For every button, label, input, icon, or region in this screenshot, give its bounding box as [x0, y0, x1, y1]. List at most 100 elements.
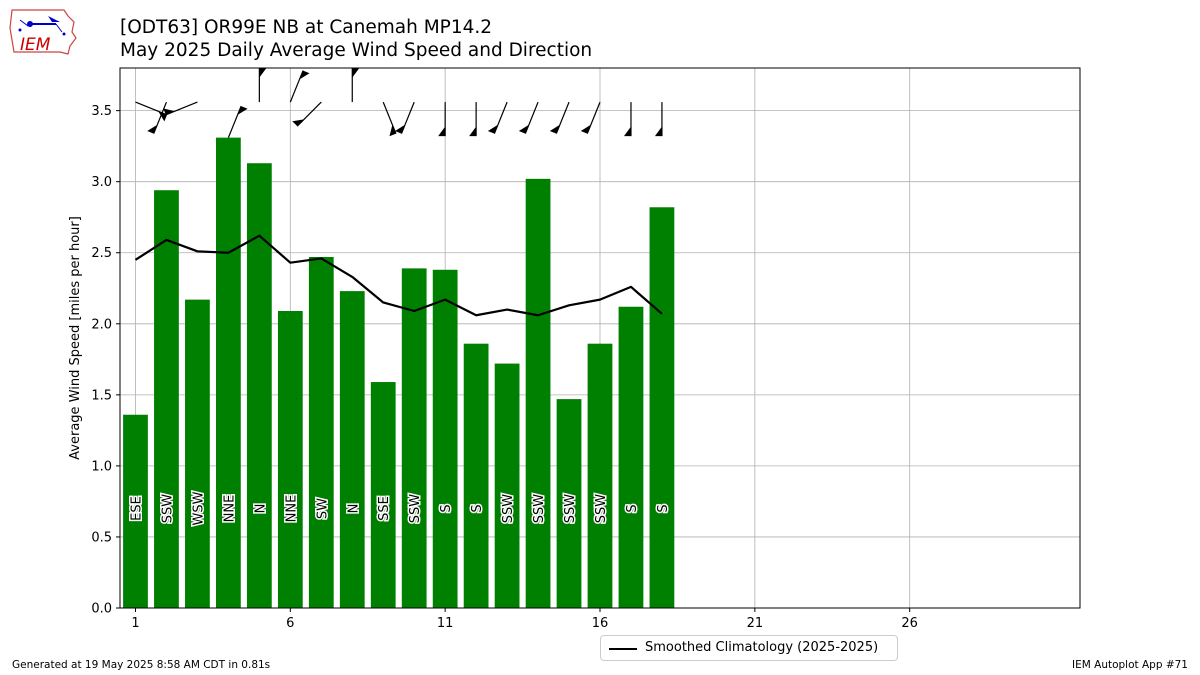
direction-label: SW	[315, 498, 330, 519]
wind-barb	[394, 101, 415, 134]
bar	[649, 207, 675, 608]
y-tick-label: 2.5	[91, 246, 112, 261]
wind-barbs	[135, 68, 663, 138]
barb-flag	[352, 68, 360, 78]
barb-flag	[158, 111, 168, 122]
chart-title: [ODT63] OR99E NB at Canemah MP14.2	[120, 17, 493, 38]
barb-flag	[487, 124, 498, 134]
bar	[339, 291, 365, 608]
climatology-line	[134, 234, 663, 317]
y-tick-label: 1.0	[91, 459, 112, 474]
bar	[154, 190, 179, 609]
iem-logo: IEM	[8, 6, 80, 58]
bar	[401, 268, 427, 608]
barb-flag	[259, 68, 267, 78]
wind-barb	[438, 102, 446, 137]
barb-flag	[438, 126, 446, 137]
barb-flag	[549, 124, 560, 134]
y-tick-label: 1.5	[91, 388, 112, 403]
wind-barb	[549, 101, 570, 134]
barb-flag	[163, 108, 175, 115]
logo-text: IEM	[20, 35, 51, 55]
direction-label: NNE	[284, 495, 299, 523]
direction-label: SSE	[377, 496, 392, 521]
barb-flag	[654, 126, 662, 137]
bar	[277, 311, 303, 608]
wind-barb	[580, 101, 601, 134]
bar	[216, 137, 241, 608]
direction-label: NNE	[222, 495, 237, 523]
barb-shaft	[382, 101, 397, 134]
barb-flag	[389, 124, 396, 137]
wind-barb	[469, 102, 477, 137]
direction-label: SSW	[408, 494, 423, 524]
autoplot-app-label: IEM Autoplot App #71	[1072, 659, 1188, 671]
climatology-line-group	[134, 234, 663, 317]
x-tick-label: 21	[747, 616, 764, 631]
barb-flag	[237, 106, 248, 115]
y-tick-label: 0.5	[91, 530, 112, 545]
barb-flag	[299, 70, 310, 80]
direction-label: SSW	[563, 494, 578, 524]
wind-barb	[518, 101, 539, 134]
barb-flag	[518, 124, 529, 134]
barb-flag	[394, 124, 406, 134]
direction-label: WSW	[191, 491, 206, 525]
barb-flag	[292, 119, 304, 127]
barb-shaft	[165, 101, 198, 116]
y-axis-label: Average Wind Speed [miles per hour]	[68, 216, 83, 460]
wind-barb	[623, 102, 632, 137]
bars	[123, 137, 675, 609]
wind-barb	[382, 101, 397, 137]
wind-barb	[147, 101, 168, 134]
legend-label: Smoothed Climatology (2025-2025)	[645, 640, 879, 655]
bar	[246, 163, 272, 609]
wind-barb	[289, 70, 310, 103]
generated-timestamp: Generated at 19 May 2025 8:58 AM CDT in …	[12, 659, 271, 671]
bar	[525, 178, 551, 608]
barb-shaft	[555, 101, 570, 134]
y-tick-label: 2.0	[91, 317, 112, 332]
bar	[308, 257, 334, 608]
bar	[587, 343, 613, 608]
bar	[123, 414, 148, 608]
bar	[432, 269, 458, 608]
direction-label: S	[625, 504, 640, 512]
direction-label: SSW	[501, 494, 516, 524]
x-tick-label: 26	[901, 616, 918, 631]
barb-flag	[469, 126, 477, 137]
axes: 1 6 11 16 21 260.00.51.01.52.02.53.03.5	[91, 67, 1081, 631]
wind-barb	[487, 101, 508, 134]
y-tick-label: 3.0	[91, 175, 112, 190]
direction-label: S	[470, 504, 485, 512]
iowa-map-icon: IEM	[9, 9, 77, 55]
barb-flag	[623, 126, 631, 137]
direction-label: S	[439, 504, 454, 512]
barb-flag	[580, 124, 591, 134]
direction-label: S	[656, 504, 671, 512]
wind-barb	[351, 68, 360, 103]
direction-label: ESE	[129, 496, 144, 521]
wind-barb	[163, 101, 198, 116]
x-tick-label: 1	[131, 616, 139, 631]
direction-labels: ESE SSW WSW NNE N NNE SW N SSE SSW S S SSW SSW SSW SSW S…	[128, 490, 672, 527]
barb-shaft	[524, 101, 539, 134]
legend-line-swatch	[609, 648, 637, 650]
barb-shaft	[493, 101, 508, 134]
x-tick-label: 6	[286, 616, 294, 631]
wind-barb	[292, 101, 322, 127]
direction-label: N	[253, 504, 268, 514]
x-tick-label: 16	[592, 616, 609, 631]
bar	[185, 299, 210, 608]
wind-barb	[654, 102, 663, 137]
direction-label: SSW	[594, 494, 609, 524]
bar	[463, 343, 489, 608]
direction-label: SSW	[532, 494, 547, 524]
y-tick-label: 3.5	[91, 104, 112, 119]
chart-subtitle: May 2025 Daily Average Wind Speed and Di…	[120, 40, 593, 61]
bar	[494, 363, 520, 608]
barb-shaft	[586, 101, 601, 134]
bar	[556, 399, 582, 608]
y-tick-label: 0.0	[91, 602, 112, 617]
direction-label: SSW	[160, 494, 175, 524]
